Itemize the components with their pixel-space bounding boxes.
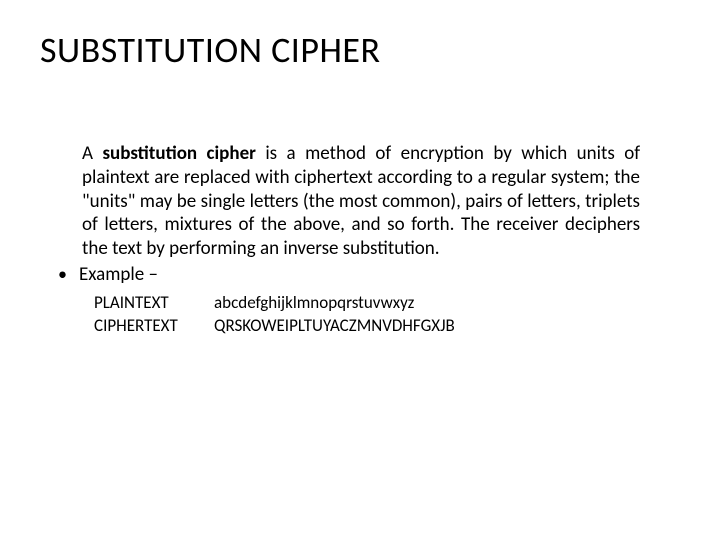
body-paragraph: A substitution cipher is a method of enc… xyxy=(82,142,640,261)
bullet-icon: • xyxy=(58,263,67,286)
ciphertext-value: QRSKOWEIPLTUYACZMNVDHFGXJB xyxy=(214,314,680,338)
plaintext-value: abcdefghijklmnopqrstuvwxyz xyxy=(214,291,680,315)
plaintext-label: PLAINTEXT xyxy=(94,291,214,315)
body-bold-term: substitution cipher xyxy=(102,142,255,165)
example-bullet: • Example – xyxy=(58,263,680,287)
table-row: PLAINTEXT abcdefghijklmnopqrstuvwxyz xyxy=(94,291,680,315)
slide-title: SUBSTITUTION CIPHER xyxy=(40,28,680,72)
example-label: Example – xyxy=(79,263,158,287)
example-table: PLAINTEXT abcdefghijklmnopqrstuvwxyz CIP… xyxy=(94,291,680,339)
body-indent: A xyxy=(82,142,102,165)
table-row: CIPHERTEXT QRSKOWEIPLTUYACZMNVDHFGXJB xyxy=(94,314,680,338)
ciphertext-label: CIPHERTEXT xyxy=(94,314,214,338)
